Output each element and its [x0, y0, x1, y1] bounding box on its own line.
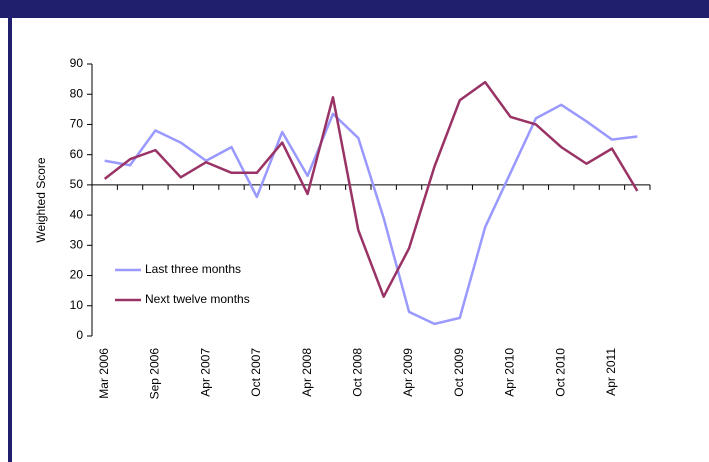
x-tick-label: Apr 2009 — [401, 348, 415, 397]
x-tick-label: Oct 2010 — [553, 348, 567, 397]
line-series — [103, 80, 639, 298]
x-tick-label: Sep 2006 — [148, 348, 162, 400]
x-tick-label: Oct 2009 — [452, 348, 466, 397]
x-tick-label: Oct 2007 — [249, 348, 263, 397]
x-tick-label: Apr 2010 — [503, 348, 517, 397]
line-series — [104, 103, 638, 326]
y-tick-label: 60 — [70, 147, 84, 161]
y-axis-label: Weighted Score — [34, 157, 48, 242]
header-bar — [0, 0, 709, 18]
y-tick-label: 0 — [76, 328, 83, 342]
y-tick-label: 80 — [70, 86, 84, 100]
x-tick-label: Mar 2006 — [97, 348, 111, 399]
legend-label: Next twelve months — [145, 292, 250, 306]
frame-left — [8, 18, 12, 462]
y-tick-label: 90 — [70, 56, 84, 70]
x-tick-label: Apr 2007 — [198, 348, 212, 397]
y-tick-label: 20 — [70, 268, 84, 282]
legend-label: Last three months — [145, 262, 241, 276]
x-tick-label: Apr 2008 — [300, 348, 314, 397]
y-tick-label: 30 — [70, 238, 84, 252]
x-tick-label: Apr 2011 — [604, 348, 618, 396]
y-tick-label: 40 — [70, 207, 84, 221]
y-tick-label: 10 — [70, 298, 84, 312]
y-tick-label: 50 — [70, 177, 84, 191]
x-tick-label: Oct 2008 — [350, 348, 364, 397]
y-tick-label: 70 — [70, 117, 84, 131]
